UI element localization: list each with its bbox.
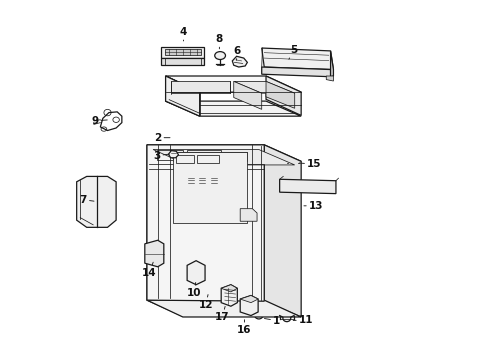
Ellipse shape xyxy=(207,280,218,289)
Polygon shape xyxy=(240,296,258,303)
Polygon shape xyxy=(153,149,294,165)
Polygon shape xyxy=(147,145,264,301)
Polygon shape xyxy=(261,48,333,69)
Polygon shape xyxy=(165,76,199,116)
Polygon shape xyxy=(221,285,237,306)
Ellipse shape xyxy=(287,159,297,167)
Polygon shape xyxy=(279,179,335,194)
Ellipse shape xyxy=(187,257,204,265)
Polygon shape xyxy=(265,81,294,108)
Ellipse shape xyxy=(81,196,92,207)
Polygon shape xyxy=(330,51,333,77)
Polygon shape xyxy=(240,209,257,221)
Polygon shape xyxy=(77,176,116,227)
Ellipse shape xyxy=(102,197,111,207)
Polygon shape xyxy=(221,285,237,292)
Polygon shape xyxy=(265,76,301,116)
Polygon shape xyxy=(240,296,258,316)
Text: 3: 3 xyxy=(153,150,169,161)
Text: 6: 6 xyxy=(232,46,240,60)
Polygon shape xyxy=(168,150,178,158)
Ellipse shape xyxy=(256,312,261,317)
Polygon shape xyxy=(233,81,294,93)
Polygon shape xyxy=(147,300,301,317)
Polygon shape xyxy=(161,47,204,58)
Text: 13: 13 xyxy=(304,201,323,211)
Text: 10: 10 xyxy=(187,283,201,298)
Text: 12: 12 xyxy=(198,294,213,310)
Ellipse shape xyxy=(209,282,216,287)
Ellipse shape xyxy=(205,278,220,292)
Text: 16: 16 xyxy=(237,320,251,335)
Polygon shape xyxy=(325,76,333,81)
Polygon shape xyxy=(171,81,230,92)
Polygon shape xyxy=(164,49,201,55)
Ellipse shape xyxy=(214,51,225,59)
Ellipse shape xyxy=(282,315,290,321)
Polygon shape xyxy=(165,76,301,92)
Polygon shape xyxy=(172,152,247,223)
Polygon shape xyxy=(161,58,204,64)
Text: 5: 5 xyxy=(288,45,297,59)
Text: 7: 7 xyxy=(79,195,94,205)
Polygon shape xyxy=(144,240,163,267)
Text: 15: 15 xyxy=(299,159,321,169)
Polygon shape xyxy=(165,101,301,116)
Polygon shape xyxy=(264,145,301,317)
Text: 14: 14 xyxy=(142,262,157,278)
Ellipse shape xyxy=(254,310,263,319)
Polygon shape xyxy=(232,56,247,67)
Polygon shape xyxy=(261,67,330,77)
Text: 1: 1 xyxy=(264,316,280,325)
Text: 17: 17 xyxy=(215,306,229,322)
Text: 11: 11 xyxy=(293,315,313,325)
Text: 8: 8 xyxy=(215,35,223,49)
Polygon shape xyxy=(233,81,261,109)
Polygon shape xyxy=(187,261,204,285)
Polygon shape xyxy=(147,145,183,316)
Text: 9: 9 xyxy=(91,116,107,126)
Polygon shape xyxy=(172,152,247,161)
Polygon shape xyxy=(147,145,301,161)
Text: 2: 2 xyxy=(154,133,170,143)
Polygon shape xyxy=(165,76,199,116)
Text: 4: 4 xyxy=(180,27,187,41)
